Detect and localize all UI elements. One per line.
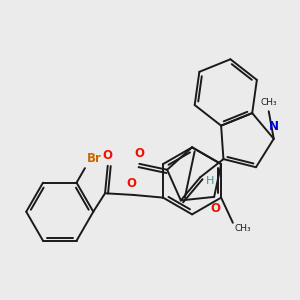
- Text: O: O: [127, 177, 137, 190]
- Text: N: N: [269, 120, 279, 133]
- Text: CH₃: CH₃: [235, 224, 251, 233]
- Text: O: O: [134, 147, 144, 160]
- Text: O: O: [211, 202, 221, 215]
- Text: Br: Br: [87, 152, 101, 166]
- Text: CH₃: CH₃: [260, 98, 277, 107]
- Text: H: H: [206, 176, 214, 186]
- Text: O: O: [103, 149, 113, 162]
